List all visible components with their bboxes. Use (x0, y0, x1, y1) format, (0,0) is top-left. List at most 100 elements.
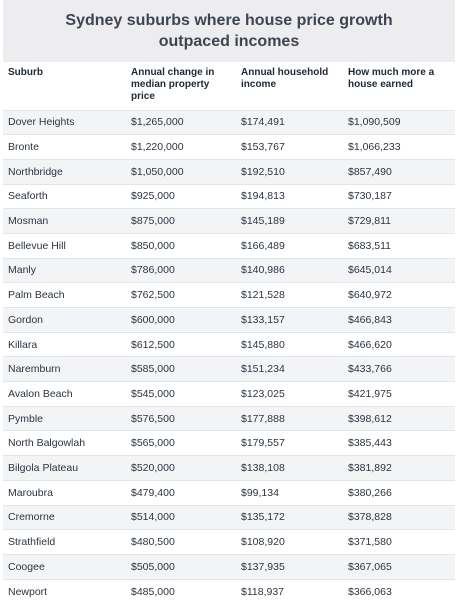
cell-suburb: North Balgowlah (3, 430, 126, 456)
cell-household-income: $118,937 (236, 578, 343, 604)
table-row: Pymble $576,500 $177,888 $398,612 (3, 405, 455, 431)
cell-suburb: Dover Heights (3, 109, 126, 135)
cell-price-change: $505,000 (126, 553, 236, 580)
cell-suburb: Bilgola Plateau (3, 455, 126, 481)
table-row: Cremorne $514,000 $135,172 $378,828 (3, 504, 455, 530)
table-row: Northbridge $1,050,000 $192,510 $857,490 (3, 158, 455, 185)
cell-house-earned: $385,443 (343, 430, 455, 456)
cell-house-earned: $421,975 (343, 381, 455, 407)
cell-house-earned: $857,490 (343, 158, 455, 185)
header-price-change: Annual change in median property price (131, 67, 215, 102)
cell-household-income: $133,157 (236, 307, 343, 333)
table-row: Manly $786,000 $140,986 $645,014 (3, 257, 455, 283)
cell-suburb: Maroubra (3, 479, 126, 505)
cell-household-income: $99,134 (236, 479, 343, 505)
cell-price-change: $875,000 (126, 208, 236, 234)
cell-suburb: Manly (3, 257, 126, 283)
cell-house-earned: $645,014 (343, 257, 455, 283)
table-row: Mosman $875,000 $145,189 $729,811 (3, 208, 455, 234)
cell-suburb: Palm Beach (3, 282, 126, 308)
table-row: Avalon Beach $545,000 $123,025 $421,975 (3, 381, 455, 407)
cell-suburb: Naremburn (3, 356, 126, 382)
cell-house-earned: $466,843 (343, 307, 455, 333)
cell-household-income: $123,025 (236, 381, 343, 407)
cell-price-change: $612,500 (126, 331, 236, 357)
cell-household-income: $179,557 (236, 430, 343, 456)
cell-house-earned: $367,065 (343, 553, 455, 580)
cell-house-earned: $730,187 (343, 183, 455, 209)
page-title: Sydney suburbs where house price growth … (65, 12, 393, 50)
cell-suburb: Mosman (3, 208, 126, 234)
cell-price-change: $925,000 (126, 183, 236, 209)
cell-house-earned: $683,511 (343, 232, 455, 259)
table-row: Palm Beach $762,500 $121,528 $640,972 (3, 282, 455, 308)
cell-price-change: $545,000 (126, 381, 236, 407)
cell-price-change: $514,000 (126, 504, 236, 530)
cell-household-income: $137,935 (236, 553, 343, 580)
table-row: Naremburn $585,000 $151,234 $433,766 (3, 356, 455, 382)
table-header: Suburb Annual change in median property … (3, 62, 455, 110)
cell-price-change: $576,500 (126, 405, 236, 431)
cell-price-change: $585,000 (126, 356, 236, 382)
suburb-table: Suburb Annual change in median property … (3, 62, 455, 604)
cell-house-earned: $466,620 (343, 331, 455, 357)
cell-house-earned: $366,063 (343, 578, 455, 604)
cell-household-income: $177,888 (236, 405, 343, 431)
table-row: Bilgola Plateau $520,000 $138,108 $381,892 (3, 455, 455, 481)
cell-price-change: $600,000 (126, 307, 236, 333)
cell-price-change: $479,400 (126, 479, 236, 505)
title-banner: Sydney suburbs where house price growth … (3, 0, 455, 62)
cell-suburb: Gordon (3, 307, 126, 333)
cell-house-earned: $378,828 (343, 504, 455, 530)
cell-suburb: Killara (3, 331, 126, 357)
cell-house-earned: $729,811 (343, 208, 455, 234)
table-body: Dover Heights $1,265,000 $174,491 $1,090,50… (3, 109, 455, 604)
cell-price-change: $762,500 (126, 282, 236, 308)
cell-suburb: Cremorne (3, 504, 126, 530)
cell-household-income: $145,189 (236, 208, 343, 234)
cell-price-change: $1,265,000 (126, 109, 236, 135)
cell-household-income: $153,767 (236, 134, 343, 160)
cell-household-income: $145,880 (236, 331, 343, 357)
cell-suburb: Pymble (3, 405, 126, 431)
cell-price-change: $786,000 (126, 257, 236, 283)
table-row: Coogee $505,000 $137,935 $367,065 (3, 553, 455, 580)
cell-suburb: Strathfield (3, 529, 126, 555)
cell-household-income: $174,491 (236, 109, 343, 135)
cell-household-income: $121,528 (236, 282, 343, 308)
cell-household-income: $140,986 (236, 257, 343, 283)
cell-suburb: Coogee (3, 553, 126, 580)
cell-household-income: $108,920 (236, 529, 343, 555)
cell-house-earned: $1,090,509 (343, 109, 455, 135)
cell-suburb: Avalon Beach (3, 381, 126, 407)
header-suburb: Suburb (8, 67, 43, 78)
cell-house-earned: $433,766 (343, 356, 455, 382)
cell-suburb: Newport (3, 578, 126, 604)
cell-price-change: $480,500 (126, 529, 236, 555)
table-row: Bronte $1,220,000 $153,767 $1,066,233 (3, 134, 455, 160)
cell-price-change: $1,050,000 (126, 158, 236, 185)
table-row: Dover Heights $1,265,000 $174,491 $1,090,50… (3, 109, 455, 135)
table-row: Bellevue Hill $850,000 $166,489 $683,511 (3, 232, 455, 259)
table-row: Strathfield $480,500 $108,920 $371,580 (3, 529, 455, 555)
table-row: Gordon $600,000 $133,157 $466,843 (3, 307, 455, 333)
cell-suburb: Seaforth (3, 183, 126, 209)
cell-house-earned: $1,066,233 (343, 134, 455, 160)
cell-price-change: $565,000 (126, 430, 236, 456)
table-row: Maroubra $479,400 $99,134 $380,266 (3, 479, 455, 505)
cell-household-income: $151,234 (236, 356, 343, 382)
table-row: Newport $485,000 $118,937 $366,063 (3, 578, 455, 604)
table-row: Seaforth $925,000 $194,813 $730,187 (3, 183, 455, 209)
cell-suburb: Bronte (3, 134, 126, 160)
cell-price-change: $850,000 (126, 232, 236, 259)
header-house-earned: How much more a house earned (348, 67, 435, 90)
cell-household-income: $194,813 (236, 183, 343, 209)
cell-house-earned: $371,580 (343, 529, 455, 555)
table-row: Killara $612,500 $145,880 $466,620 (3, 331, 455, 357)
cell-house-earned: $398,612 (343, 405, 455, 431)
cell-house-earned: $380,266 (343, 479, 455, 505)
cell-house-earned: $640,972 (343, 282, 455, 308)
header-household-income: Annual household income (241, 67, 329, 90)
header-row: Suburb Annual change in median property … (3, 62, 455, 110)
